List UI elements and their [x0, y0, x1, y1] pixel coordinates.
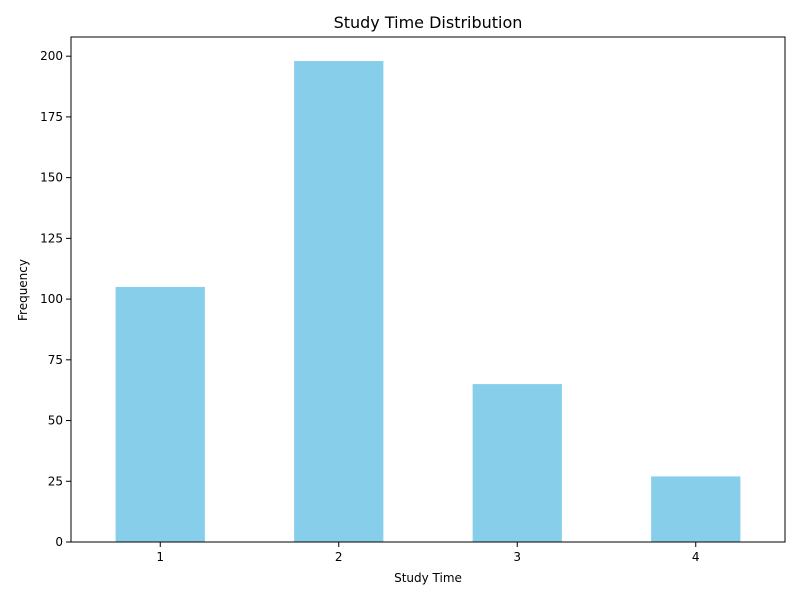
bar-4 [651, 476, 741, 542]
y-tick-label: 175 [40, 110, 63, 124]
x-axis-label: Study Time [394, 571, 462, 585]
bar-1 [115, 286, 205, 542]
x-tick-label: 1 [156, 550, 164, 564]
y-tick-label: 25 [48, 474, 63, 488]
y-axis-ticks: 0 25 50 75 100 125 150 175 200 [40, 49, 71, 549]
x-tick-label: 2 [335, 550, 343, 564]
x-tick-label: 3 [513, 550, 521, 564]
y-tick-label: 75 [48, 353, 63, 367]
y-tick-label: 0 [55, 535, 63, 549]
x-tick-label: 4 [692, 550, 700, 564]
bar-3 [472, 384, 562, 542]
y-tick-label: 150 [40, 171, 63, 185]
bar-2 [294, 61, 384, 543]
y-tick-label: 200 [40, 49, 63, 63]
y-tick-label: 125 [40, 231, 63, 245]
chart-title: Study Time Distribution [334, 13, 523, 32]
y-tick-label: 50 [48, 414, 63, 428]
x-axis-ticks: 1 2 3 4 [156, 542, 700, 564]
bars-group [115, 61, 741, 543]
plot-frame [70, 36, 786, 543]
y-axis-label: Frequency [16, 259, 30, 321]
y-tick-label: 100 [40, 292, 63, 306]
